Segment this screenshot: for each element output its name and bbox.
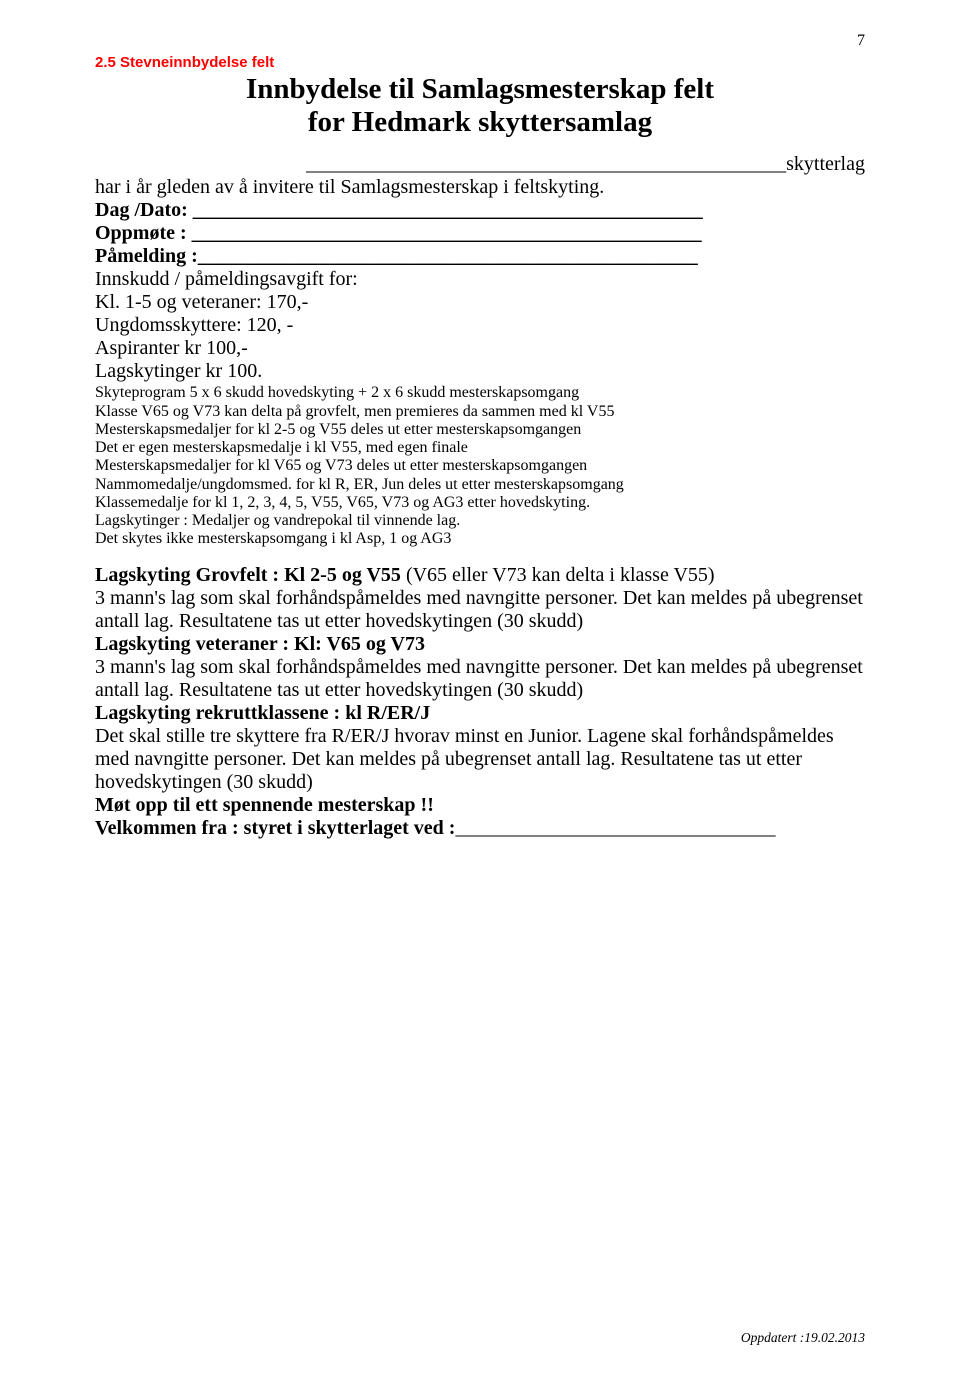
fineprint-6: Nammomedalje/ungdomsmed. for kl R, ER, J… — [95, 476, 865, 494]
fineprint-4: Det er egen mesterskapsmedalje i kl V55,… — [95, 439, 865, 457]
info-line-3: Ungdomsskyttere: 120, - — [95, 314, 865, 337]
body-line-6: Det skal stille tre skyttere fra R/ER/J … — [95, 725, 865, 794]
fineprint-3: Mesterskapsmedaljer for kl 2-5 og V55 de… — [95, 421, 865, 439]
info-line-5: Lagskytinger kr 100. — [95, 360, 865, 383]
body-line-8: Velkommen fra : styret i skytterlaget ve… — [95, 817, 865, 840]
title-line-1: Innbydelse til Samlagsmesterskap felt — [95, 73, 865, 106]
fineprint-7: Klassemedalje for kl 1, 2, 3, 4, 5, V55,… — [95, 494, 865, 512]
form-dag-dato: Dag /Dato: _____________________________… — [95, 199, 865, 222]
fineprint-5: Mesterskapsmedaljer for kl V65 og V73 de… — [95, 457, 865, 475]
fineprint-8: Lagskytinger : Medaljer og vandrepokal t… — [95, 512, 865, 530]
body-bold-5: Lagskyting rekruttklassene : kl R/ER/J — [95, 702, 865, 725]
blank-skytterlag-line: ________________________________________… — [95, 153, 865, 176]
body-rest-1: (V65 eller V73 kan delta i klasse V55) — [406, 564, 715, 586]
body-bold-3: Lagskyting veteraner : Kl: V65 og V73 — [95, 633, 865, 656]
fineprint-2: Klasse V65 og V73 kan delta på grovfelt,… — [95, 403, 865, 421]
fineprint-9: Det skytes ikke mesterskapsomgang i kl A… — [95, 530, 865, 548]
fineprint-1: Skyteprogram 5 x 6 skudd hovedskyting + … — [95, 384, 865, 402]
footer-updated: Oppdatert :19.02.2013 — [741, 1330, 865, 1346]
section-header: 2.5 Stevneinnbydelse felt — [95, 54, 865, 71]
body-line-grovfelt: Lagskyting Grovfelt : Kl 2-5 og V55 (V65… — [95, 564, 865, 587]
body-line-4: 3 mann's lag som skal forhåndspåmeldes m… — [95, 656, 865, 702]
info-line-2: Kl. 1-5 og veteraner: 170,- — [95, 291, 865, 314]
body-block: Lagskyting Grovfelt : Kl 2-5 og V55 (V65… — [95, 564, 865, 840]
body-blank-8: ________________________________ — [455, 817, 775, 839]
title-line-2: for Hedmark skyttersamlag — [95, 106, 865, 139]
body-bold-7: Møt opp til ett spennende mesterskap !! — [95, 794, 865, 817]
body-line-2: 3 mann's lag som skal forhåndspåmeldes m… — [95, 587, 865, 633]
form-pamelding: Påmelding :_____________________________… — [95, 245, 865, 268]
page-number: 7 — [857, 32, 865, 50]
intro-text: har i år gleden av å invitere til Samlag… — [95, 176, 865, 199]
body-bold-8: Velkommen fra : styret i skytterlaget ve… — [95, 817, 455, 839]
body-bold-1: Lagskyting Grovfelt : Kl 2-5 og V55 — [95, 564, 406, 586]
form-oppmote: Oppmøte : ______________________________… — [95, 222, 865, 245]
info-line-1: Innskudd / påmeldingsavgift for: — [95, 268, 865, 291]
info-line-4: Aspiranter kr 100,- — [95, 337, 865, 360]
